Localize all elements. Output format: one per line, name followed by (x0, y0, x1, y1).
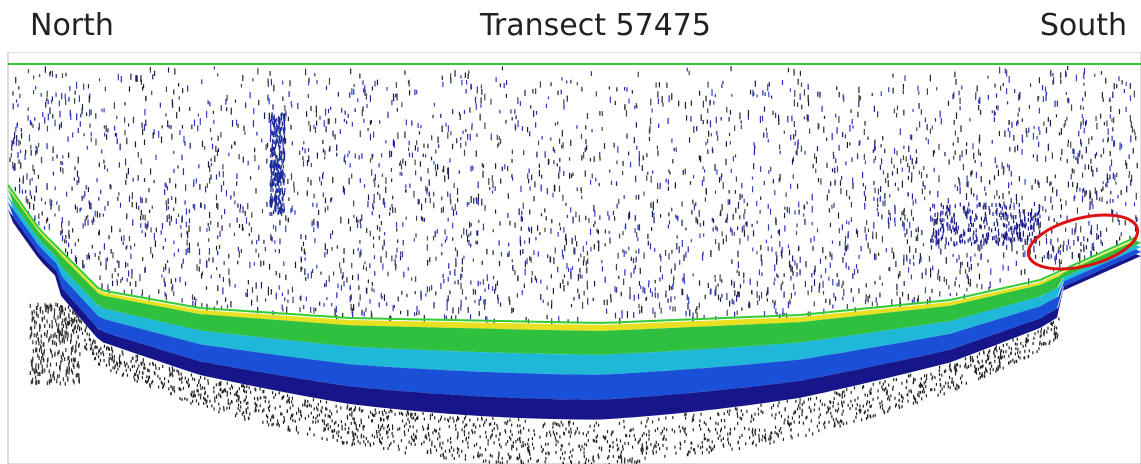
transect-title: Transect 57475 (0, 6, 1141, 46)
page: North Transect 57475 South (() => { cons… (0, 0, 1141, 464)
south-label: South (1040, 6, 1127, 46)
echogram (0, 52, 1141, 464)
